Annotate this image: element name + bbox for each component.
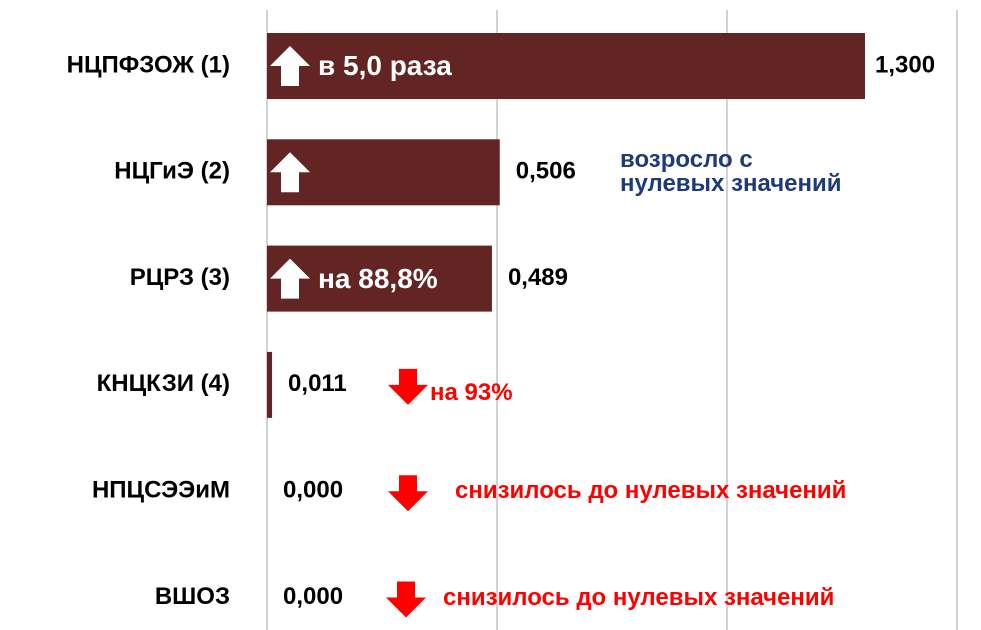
- change-arrow: [270, 258, 310, 299]
- annotation: на 88,8%: [318, 262, 438, 294]
- annotation: возросло с нулевых значений: [620, 146, 842, 198]
- category-label: НПЦСЭЭиМ: [92, 477, 230, 504]
- value-label: 1,300: [875, 51, 935, 78]
- value-label: 0,000: [283, 583, 343, 610]
- bar: [267, 33, 865, 99]
- category-label: КНЦКЗИ (4): [97, 370, 230, 397]
- change-arrow: [270, 152, 310, 193]
- value-label: 0,489: [508, 264, 568, 291]
- category-label: НЦГиЭ (2): [114, 158, 230, 185]
- category-label: НЦПФЗОЖ (1): [67, 51, 230, 78]
- category-label: РЦРЗ (3): [130, 264, 230, 291]
- value-label: 0,011: [288, 370, 347, 397]
- value-label: 0,000: [283, 477, 343, 504]
- annotation: снизилось до нулевых значений: [455, 477, 847, 505]
- change-arrow: [388, 368, 428, 405]
- annotation: на 93%: [430, 378, 513, 406]
- category-label: ВШОЗ: [155, 583, 230, 610]
- change-arrow: [388, 475, 428, 512]
- change-arrow: [386, 581, 426, 618]
- change-arrow: [270, 46, 310, 86]
- value-label: 0,506: [516, 158, 576, 185]
- bar: [267, 351, 273, 418]
- annotation: в 5,0 раза: [318, 50, 452, 81]
- annotation: снизилось до нулевых значений: [443, 583, 835, 611]
